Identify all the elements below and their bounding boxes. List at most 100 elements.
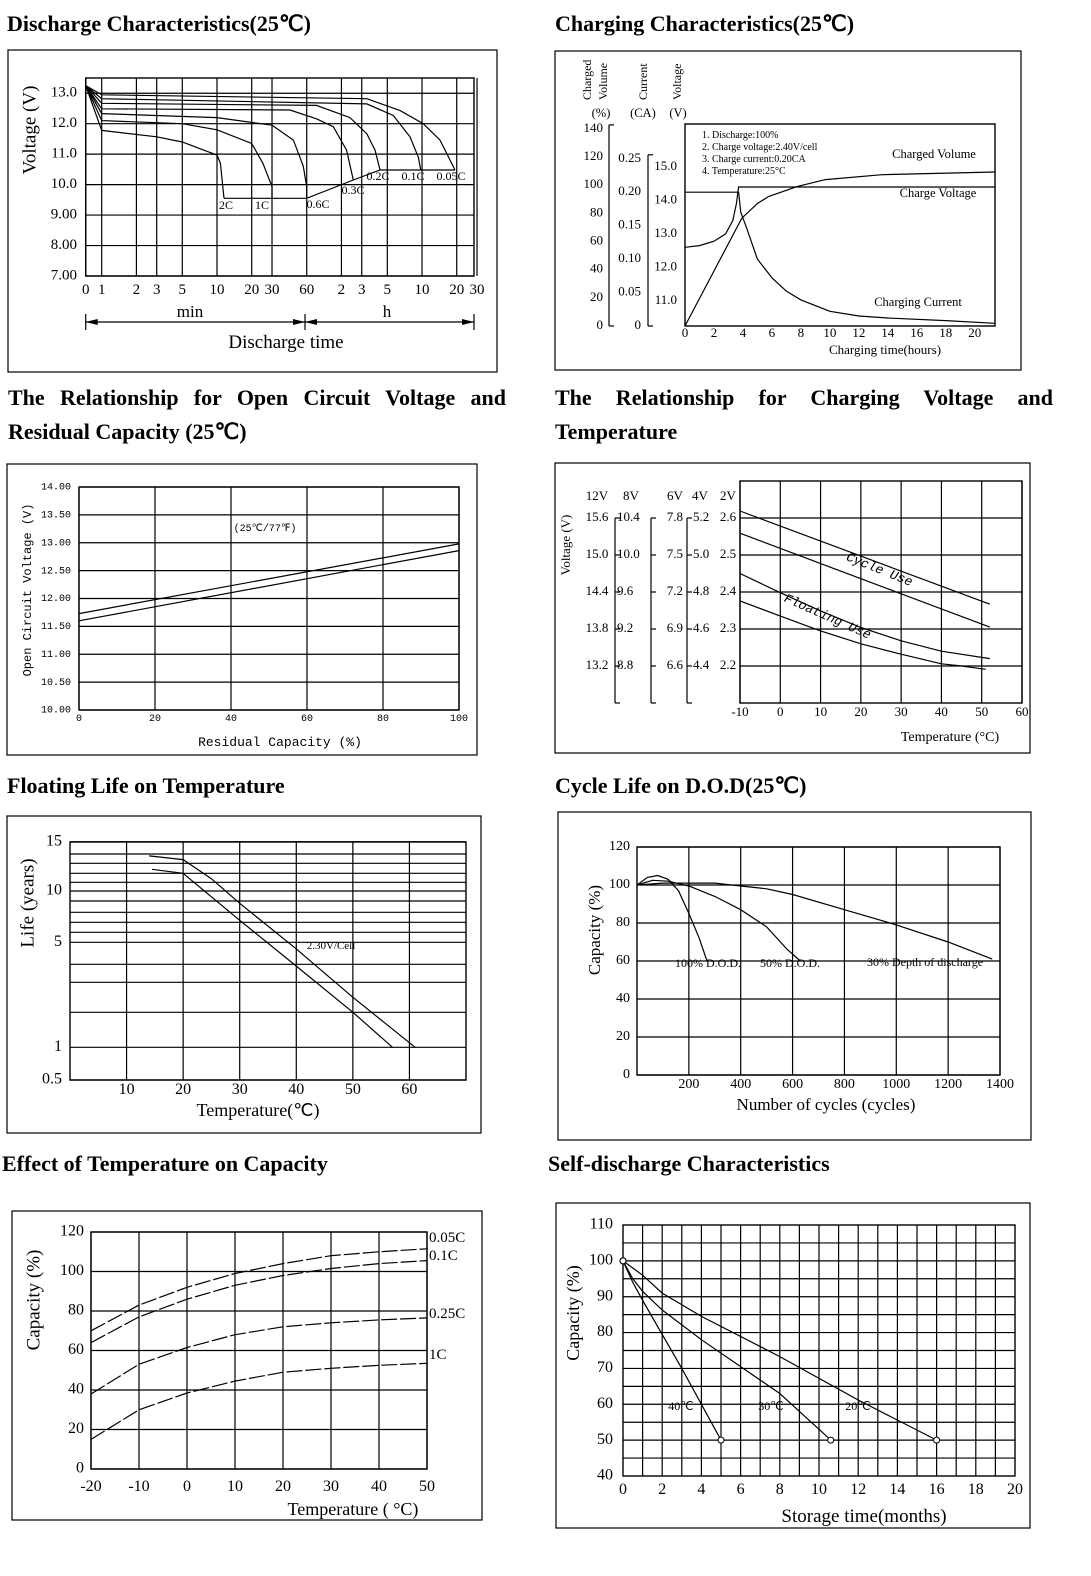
- y-tick-label: 15.0: [654, 158, 677, 173]
- chart-charging-characteristics-25: 0 2 4 6 8 10 12 14 16 18 20 Charging time(hours) Cha…: [554, 50, 1022, 371]
- x-tick-label: 2: [658, 1481, 666, 1498]
- series-line-0-25c: [90, 1317, 428, 1395]
- plot-area: [90, 1231, 428, 1470]
- x-tick-label: 200: [678, 1077, 699, 1092]
- x-tick-label: 10: [823, 325, 836, 340]
- x-tick-label: 0: [76, 714, 82, 725]
- x-tick-label: 60: [1016, 704, 1029, 719]
- voltage-scale-label: 4.6: [693, 620, 710, 635]
- x-tick-label: 0: [183, 1478, 191, 1495]
- y-tick-label: 11.50: [41, 622, 71, 633]
- x-tick-label: 30: [323, 1478, 339, 1495]
- series-line-0-1c: [85, 85, 422, 171]
- x-tick-label: 600: [782, 1077, 803, 1092]
- y-tick-label: 11.0: [51, 146, 77, 162]
- arrowhead-icon: [462, 319, 474, 325]
- chart-frame: [7, 49, 498, 373]
- x-tick-label: 14: [881, 325, 895, 340]
- x-tick-label: 5: [384, 282, 392, 298]
- y-tick-label: 10.0: [51, 176, 77, 192]
- y-axis-label: Voltage (V): [558, 515, 573, 576]
- voltage-scale-header: 12V: [586, 488, 609, 503]
- voltage-scale-label: 5.2: [693, 509, 709, 524]
- x-tick-label: 0: [682, 325, 689, 340]
- voltage-scale-label: 7.2: [667, 583, 683, 598]
- series-label: 0.1C: [429, 1248, 458, 1264]
- x-tick-label: 20: [149, 714, 161, 725]
- series-line-50-d-o-d: [636, 879, 801, 962]
- x-tick-label: 2: [338, 282, 346, 298]
- x-tick-label: 800: [834, 1077, 855, 1092]
- y-tick-label: 40: [590, 261, 603, 276]
- x-tick-label: 60: [401, 1081, 417, 1098]
- x-tick-label: 18: [939, 325, 952, 340]
- voltage-scale-label: 7.8: [667, 509, 683, 524]
- series-label: 0.05C: [429, 1230, 465, 1246]
- x-axis-label: Temperature(℃): [197, 1100, 320, 1121]
- voltage-scale-label: 2.2: [720, 657, 736, 672]
- chart-the-relationship-for-open-circuit-voltag: 0 20 40 60 80 100 14.00 13.50 13.00 12.50 12.00 11.…: [6, 463, 478, 756]
- y-tick-label: 20: [616, 1029, 630, 1044]
- y-tick-label: 60: [616, 953, 630, 968]
- series-line-1c: [90, 1362, 428, 1440]
- y-tick-label: 14.00: [41, 483, 71, 494]
- voltage-scale-label: 8.8: [617, 657, 633, 672]
- x-tick-label: 1400: [986, 1077, 1014, 1092]
- voltage-scale-label: 2.3: [720, 620, 736, 635]
- axis-unit-label: (CA): [630, 106, 656, 120]
- band-label: Floating Use: [782, 591, 874, 643]
- series-label: Charged Volume: [892, 147, 976, 161]
- series-label: 0.05C: [436, 169, 465, 183]
- y-tick-label: 110: [590, 1216, 613, 1233]
- series-line-0-3c: [85, 85, 354, 181]
- plot-area: [636, 846, 1001, 1076]
- series-line-40: [622, 1260, 722, 1441]
- x-tick-label: 6: [769, 325, 776, 340]
- data-point-marker: [619, 1257, 627, 1265]
- x-tick-label: 8: [798, 325, 805, 340]
- band-lower-line-floating-use: [739, 600, 986, 670]
- x-tick-label: 3: [358, 282, 366, 298]
- y-tick-label: 10.00: [41, 706, 71, 717]
- band-lower-line-2-30v-cell: [151, 868, 393, 1048]
- y-tick-label: 60: [68, 1341, 84, 1358]
- x-tick-label: -20: [80, 1478, 101, 1495]
- x-tick-label: 2: [133, 282, 141, 298]
- y-tick-label: 70: [597, 1359, 613, 1376]
- chart-frame: [555, 1202, 1031, 1529]
- chart-floating-life-on-temperature: 10 20 30 40 50 60 15 10 5 1 0.5 Temperature(℃) Life …: [6, 815, 482, 1134]
- y-axis-label: Open Circuit Voltage (V): [21, 504, 35, 677]
- y-tick-label: 12.50: [41, 566, 71, 577]
- x-tick-label: 40: [371, 1478, 387, 1495]
- series-line-2c: [85, 85, 225, 199]
- series-line-0-2c: [85, 85, 381, 171]
- x-axis-label: Temperature ( °C): [288, 1499, 419, 1520]
- y-tick-label: 80: [68, 1302, 84, 1319]
- voltage-scale-header: 6V: [667, 488, 684, 503]
- y-tick-label: 40: [68, 1381, 84, 1398]
- y-tick-label: 100: [589, 1252, 613, 1269]
- data-point-marker: [933, 1436, 941, 1444]
- y-tick-label: 5: [54, 933, 62, 950]
- x-tick-label: 10: [119, 1081, 135, 1098]
- y-tick-label: 0: [623, 1067, 630, 1082]
- plot-area: [684, 123, 996, 327]
- y-tick-label: 0: [76, 1460, 84, 1477]
- plot-area: [84, 77, 475, 277]
- y-tick-label: 13.0: [654, 225, 677, 240]
- band-upper-line-2-30v-cell: [149, 855, 416, 1048]
- x-tick-label: 16: [910, 325, 924, 340]
- chart-note: 1. Discharge:100%: [702, 130, 778, 141]
- y-axis-label: Life (years): [17, 858, 38, 947]
- y-tick-label: 13.50: [41, 511, 71, 522]
- ocv-title: The Relationship for Open Circuit Voltag…: [8, 385, 506, 444]
- y-tick-label: 1: [54, 1038, 62, 1055]
- series-label: 40℃: [668, 1399, 693, 1413]
- x-tick-label: 30: [232, 1081, 248, 1098]
- voltage-scale-header: 4V: [692, 488, 709, 503]
- x-axis-label: Charging time(hours): [829, 342, 941, 357]
- voltage-scale-label: 15.6: [586, 509, 609, 524]
- band-label: Cycle Use: [844, 550, 915, 590]
- plot-area: [69, 841, 467, 1081]
- x-tick-label: 60: [301, 714, 313, 725]
